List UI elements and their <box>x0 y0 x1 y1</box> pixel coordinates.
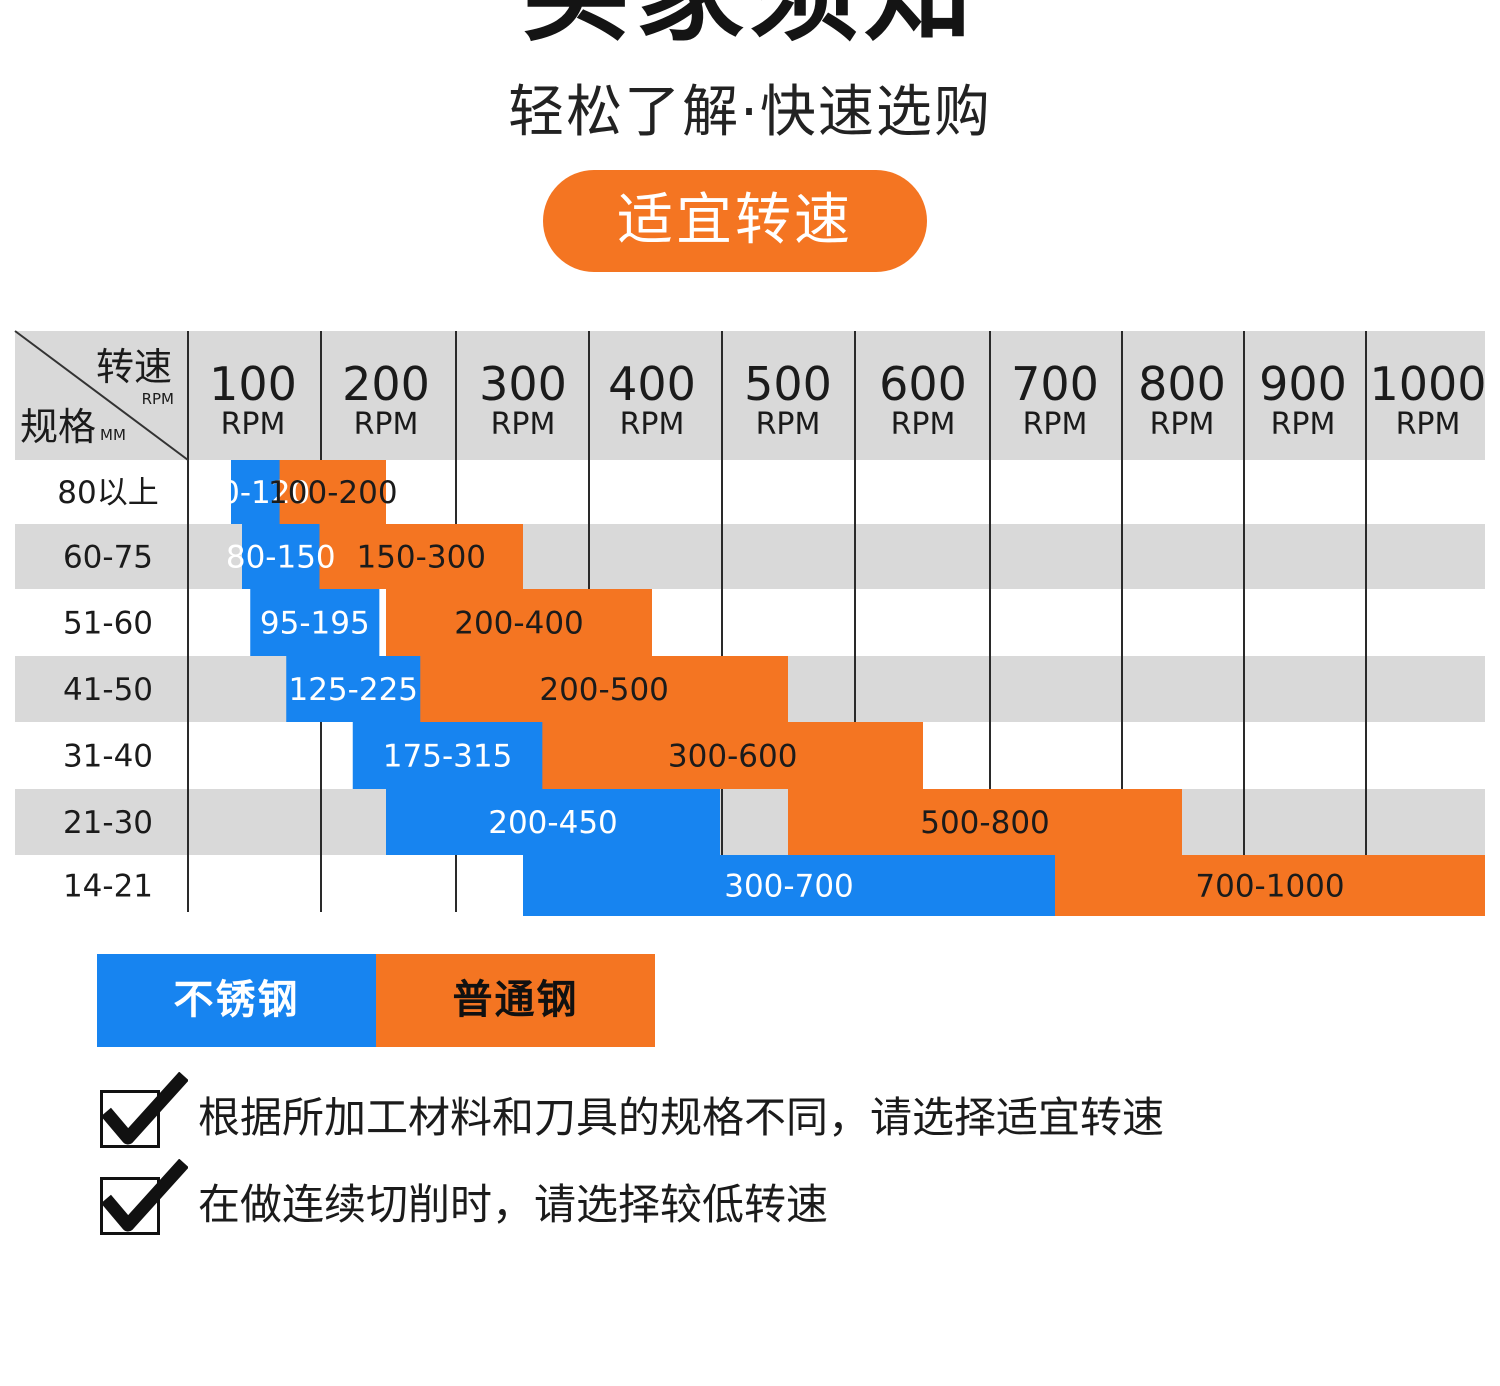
bar-carbon <box>523 722 923 789</box>
row-label: 80以上 <box>57 475 158 511</box>
legend-carbon: 普通钢 <box>376 954 655 1047</box>
column-header-unit: RPM <box>1023 407 1088 442</box>
column-header-value: 700 <box>1011 357 1099 411</box>
bar-stainless-label: 175-315 <box>383 739 513 775</box>
bar-stainless <box>386 789 720 855</box>
bar-stainless-label: 60-120 <box>200 475 310 511</box>
bar-carbon-label: 500-800 <box>920 805 1050 841</box>
bar-stainless-label: 300-700 <box>724 869 854 905</box>
bar-stainless <box>352 722 543 789</box>
checkmark-icon <box>101 1159 188 1232</box>
bar-stainless-label: 95-195 <box>260 606 370 642</box>
column-header-value: 600 <box>879 357 967 411</box>
bar-stainless-label: 200-450 <box>488 805 618 841</box>
row-label: 51-60 <box>63 606 153 642</box>
row-label: 21-30 <box>63 805 153 841</box>
bar-stainless <box>523 855 1055 916</box>
column-header-unit: RPM <box>756 407 821 442</box>
column-header-unit: RPM <box>1271 407 1336 442</box>
note-text: 在做连续切削时，请选择较低转速 <box>198 1180 829 1229</box>
legend: 不锈钢 普通钢 <box>97 954 655 1047</box>
checkbox-icon <box>100 1177 160 1235</box>
corner-row-unit: MM <box>100 426 126 444</box>
legend-stainless: 不锈钢 <box>97 954 376 1047</box>
bar-carbon-label: 200-500 <box>539 672 669 708</box>
column-header-unit: RPM <box>221 407 286 442</box>
corner-diagonal <box>14 330 189 461</box>
checkmark-icon <box>101 1072 188 1145</box>
column-header-value: 100 <box>209 357 297 411</box>
column-header-value: 400 <box>608 357 696 411</box>
column-header-value: 900 <box>1259 357 1347 411</box>
row-label: 31-40 <box>63 739 153 775</box>
row-label: 14-21 <box>63 869 153 905</box>
column-header-value: 800 <box>1138 357 1226 411</box>
page-subtitle: 轻松了解·快速选购 <box>508 80 992 145</box>
column-header-unit: RPM <box>354 407 419 442</box>
column-header-unit: RPM <box>1396 407 1461 442</box>
column-header-unit: RPM <box>491 407 556 442</box>
bar-carbon <box>386 656 788 722</box>
column-header-value: 300 <box>479 357 567 411</box>
bar-stainless-label: 125-225 <box>288 672 418 708</box>
corner-col-label: 转速 <box>96 345 172 389</box>
column-header-value: 500 <box>744 357 832 411</box>
bar-carbon <box>788 789 1182 855</box>
page-title: 买家须知 <box>0 0 1500 54</box>
column-header-value: 200 <box>342 357 430 411</box>
column-header-unit: RPM <box>1150 407 1215 442</box>
bar-carbon-label: 100-200 <box>268 475 398 511</box>
bar-carbon <box>319 524 523 589</box>
bar-stainless <box>286 656 421 722</box>
bar-stainless-label: 80-150 <box>226 540 336 576</box>
bar-carbon-label: 300-600 <box>668 739 798 775</box>
checkbox-icon <box>100 1090 160 1148</box>
note-2: 在做连续切削时，请选择较低转速 <box>98 1159 1398 1247</box>
bar-carbon <box>386 589 652 656</box>
column-header-unit: RPM <box>620 407 685 442</box>
note-1: 根据所加工材料和刀具的规格不同，请选择适宜转速 <box>98 1072 1398 1160</box>
header-background <box>15 331 1485 460</box>
bar-carbon-label: 200-400 <box>454 606 584 642</box>
row-background <box>15 789 1485 855</box>
column-header-unit: RPM <box>891 407 956 442</box>
corner-col-unit: RPM <box>142 390 174 408</box>
row-label: 60-75 <box>63 540 153 576</box>
bar-carbon-label: 700-1000 <box>1195 869 1344 905</box>
bar-stainless <box>231 460 280 524</box>
bar-stainless <box>250 589 380 656</box>
corner-row-label: 规格 <box>20 405 96 449</box>
note-text: 根据所加工材料和刀具的规格不同，请选择适宜转速 <box>198 1093 1165 1142</box>
column-header-value: 1000 <box>1369 357 1486 411</box>
bar-carbon <box>1055 855 1485 916</box>
section-pill: 适宜转速 <box>543 170 927 272</box>
bar-stainless <box>242 524 320 589</box>
bar-carbon-label: 150-300 <box>356 540 486 576</box>
row-label: 41-50 <box>63 672 153 708</box>
